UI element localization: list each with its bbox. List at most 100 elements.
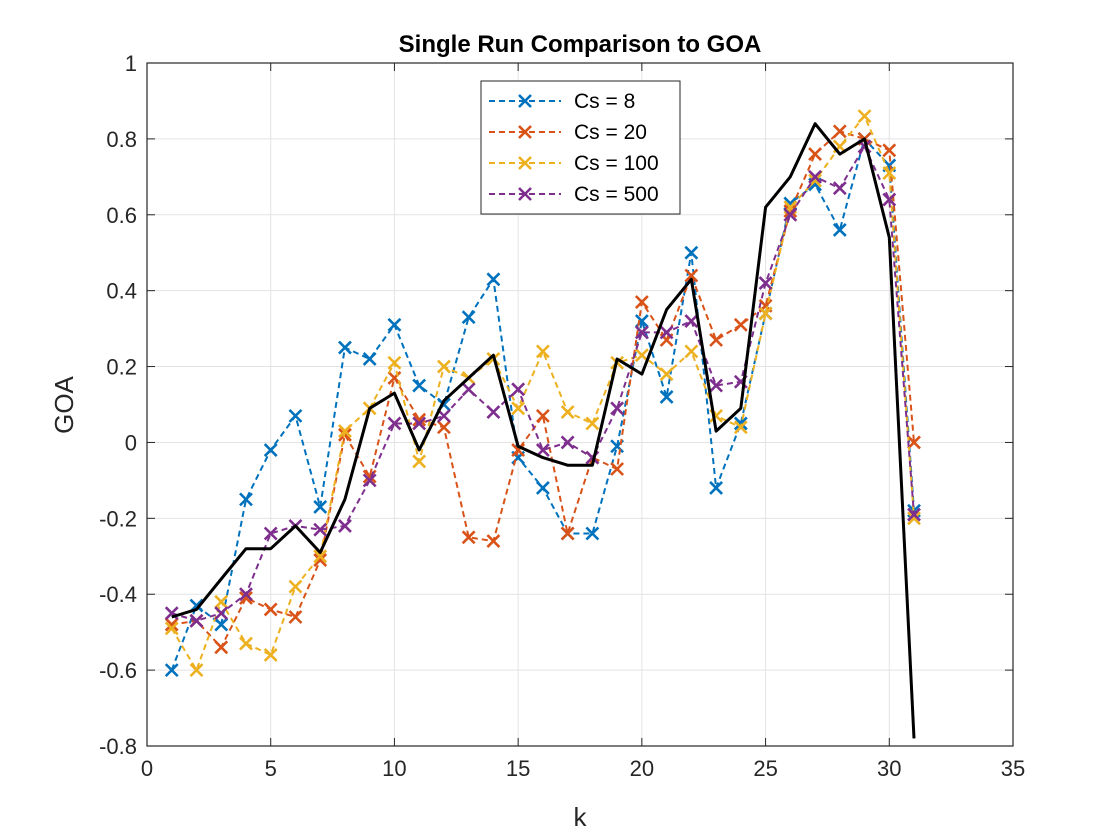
x-marker-stroke xyxy=(733,420,748,435)
x-marker-stroke xyxy=(387,355,402,370)
data-point-cs-500 xyxy=(461,382,476,397)
x-marker-stroke xyxy=(511,401,526,416)
data-point-cs-20 xyxy=(560,526,575,541)
x-marker-stroke xyxy=(412,416,427,431)
data-point-cs-500 xyxy=(338,519,352,533)
x-marker-stroke xyxy=(709,408,724,423)
x-marker-stroke xyxy=(832,223,847,237)
data-point-cs-8 xyxy=(585,526,600,541)
data-point-cs-500 xyxy=(758,276,773,290)
chart-title: Single Run Comparison to GOA xyxy=(399,31,762,58)
x-marker-stroke xyxy=(288,408,303,423)
x-marker-stroke xyxy=(338,424,352,438)
data-point-cs-8 xyxy=(684,245,699,260)
x-marker-stroke xyxy=(214,617,229,632)
data-point-cs-100 xyxy=(338,424,352,438)
x-marker-stroke xyxy=(436,408,451,423)
data-point-cs-20 xyxy=(511,443,526,457)
data-point-cs-20 xyxy=(808,147,822,161)
x-marker-stroke xyxy=(164,663,179,678)
data-point-cs-8 xyxy=(362,352,377,366)
x-marker-stroke xyxy=(313,549,328,564)
x-marker-stroke xyxy=(610,401,625,416)
series-goa xyxy=(171,122,916,739)
data-point-cs-100 xyxy=(585,416,600,431)
x-axis-label: k xyxy=(574,802,588,832)
x-marker-stroke xyxy=(518,125,532,139)
x-marker-stroke xyxy=(518,156,532,170)
data-point-cs-500 xyxy=(362,473,377,488)
x-marker-stroke xyxy=(808,169,822,184)
x-marker-stroke xyxy=(659,367,674,382)
x-marker-stroke xyxy=(189,613,204,628)
data-point-cs-100 xyxy=(758,306,773,321)
data-point-cs-20 xyxy=(535,408,550,423)
x-marker-stroke xyxy=(560,526,575,541)
data-point-cs-20 xyxy=(239,591,253,605)
x-marker-stroke xyxy=(164,617,179,632)
data-point-cs-100 xyxy=(882,166,897,180)
x-marker-stroke xyxy=(535,344,550,359)
x-marker-stroke xyxy=(239,587,253,602)
data-point-cs-500 xyxy=(709,378,724,393)
data-point-cs-100 xyxy=(412,454,427,469)
data-point-cs-500 xyxy=(239,587,253,602)
data-point-cs-100 xyxy=(288,579,303,594)
data-point-cs-500 xyxy=(486,405,501,420)
x-marker-stroke xyxy=(214,594,229,609)
y-tick-label: 0.4 xyxy=(106,279,137,304)
x-marker-stroke xyxy=(684,344,699,359)
x-marker-stroke xyxy=(535,408,550,423)
x-marker-stroke xyxy=(535,443,550,457)
data-point-cs-500 xyxy=(808,169,822,184)
x-marker-stroke xyxy=(288,579,303,594)
x-marker-stroke xyxy=(387,317,402,332)
legend-entry: Cs = 8 xyxy=(489,90,635,113)
x-marker-stroke xyxy=(214,606,229,621)
data-point-cs-100 xyxy=(189,663,204,678)
data-point-cs-20 xyxy=(263,602,278,617)
x-marker-stroke xyxy=(313,553,328,567)
y-tick-label: -0.2 xyxy=(99,506,137,531)
x-marker-stroke xyxy=(313,500,328,514)
data-point-cs-8 xyxy=(461,310,476,325)
x-marker-stroke xyxy=(189,663,204,678)
data-point-cs-100 xyxy=(659,367,674,382)
x-marker-stroke xyxy=(882,192,897,207)
legend-entry: Cs = 100 xyxy=(489,152,659,175)
x-marker-stroke xyxy=(684,245,699,260)
y-axis-label: GOA xyxy=(49,375,79,433)
x-marker-stroke xyxy=(634,348,649,363)
data-point-cs-20 xyxy=(486,534,501,549)
x-marker-stroke xyxy=(684,314,699,328)
x-marker-stroke xyxy=(486,272,501,287)
x-marker-stroke xyxy=(511,443,526,457)
data-point-cs-20 xyxy=(882,143,897,158)
data-point-cs-20 xyxy=(288,610,303,624)
data-point-cs-500 xyxy=(387,416,402,431)
x-marker-stroke xyxy=(832,181,847,196)
data-point-cs-8 xyxy=(313,500,328,514)
data-point-cs-500 xyxy=(412,416,427,431)
x-tick-label: 15 xyxy=(506,756,530,781)
data-point-cs-20 xyxy=(832,124,847,139)
x-marker-stroke xyxy=(709,378,724,393)
x-tick-label: 25 xyxy=(753,756,777,781)
x-marker-stroke xyxy=(634,325,649,340)
x-marker-stroke xyxy=(263,648,278,662)
legend-label: Cs = 100 xyxy=(574,152,659,175)
data-point-cs-100 xyxy=(535,344,550,359)
x-marker-stroke xyxy=(684,268,699,283)
legend-marker xyxy=(518,94,532,108)
x-marker-stroke xyxy=(263,526,278,541)
legend-marker xyxy=(518,156,532,170)
legend-label: Cs = 20 xyxy=(574,121,647,144)
x-tick-label: 10 xyxy=(382,756,406,781)
x-marker-stroke xyxy=(907,511,921,526)
x-tick-label: 30 xyxy=(877,756,901,781)
x-tick-label: 20 xyxy=(630,756,654,781)
x-marker-stroke xyxy=(560,435,575,450)
legend-marker xyxy=(518,187,532,201)
x-marker-stroke xyxy=(808,147,822,161)
data-point-cs-500 xyxy=(634,325,649,340)
